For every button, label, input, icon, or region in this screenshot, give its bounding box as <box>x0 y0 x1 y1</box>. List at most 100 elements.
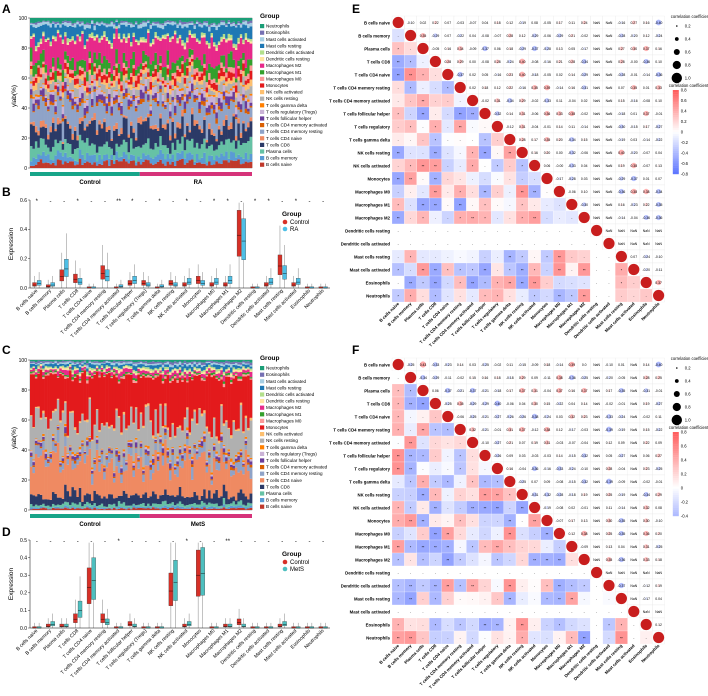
y-axis-label: Expression <box>8 568 15 601</box>
stack-segment <box>120 71 123 82</box>
stack-segment <box>242 163 245 168</box>
stack-segment <box>220 111 224 132</box>
stack-segment <box>86 87 89 93</box>
stack-segment <box>200 84 204 88</box>
stack-segment <box>237 154 241 160</box>
stack-segment <box>105 131 109 142</box>
stack-segment <box>142 370 145 373</box>
stack-segment <box>34 49 38 52</box>
stack-segment <box>147 101 150 114</box>
stack-segment <box>120 24 123 39</box>
stack-segment <box>132 470 136 477</box>
stack-segment <box>230 26 233 35</box>
stack-segment <box>249 39 253 42</box>
stack-segment <box>34 364 38 365</box>
stack-segment <box>161 101 165 104</box>
stack-segment <box>95 59 99 69</box>
stack-segment <box>103 496 106 507</box>
stack-segment <box>159 364 163 368</box>
stack-segment <box>161 443 165 447</box>
stack-segment <box>239 58 243 70</box>
stack-segment <box>188 449 192 453</box>
stack-segment <box>105 467 109 499</box>
stack-segment <box>178 427 182 446</box>
stack-segment <box>81 453 84 502</box>
stack-segment <box>166 364 170 368</box>
stack-segment <box>134 375 138 379</box>
stack-segment <box>86 27 89 40</box>
stack-segment <box>90 473 94 475</box>
stack-segment <box>103 374 106 376</box>
stack-segment <box>105 507 109 509</box>
stack-segment <box>225 452 228 455</box>
legend-swatch <box>260 478 265 483</box>
stack-segment <box>69 508 72 510</box>
stack-segment <box>227 138 231 159</box>
stack-segment <box>149 365 153 369</box>
corr-circle <box>557 33 562 38</box>
stack-segment <box>239 85 243 95</box>
stack-segment <box>239 156 243 165</box>
stack-segment <box>139 367 143 369</box>
stack-segment <box>139 503 143 507</box>
stack-segment <box>144 447 148 450</box>
stack-segment <box>234 504 238 507</box>
stack-segment <box>166 33 170 35</box>
stack-segment <box>217 461 221 464</box>
stack-segment <box>178 454 182 467</box>
stack-segment <box>76 88 80 97</box>
stack-segment <box>176 18 180 24</box>
y-tick-label: 20 <box>21 136 27 142</box>
stack-segment <box>203 120 206 139</box>
stack-segment <box>137 117 141 123</box>
stack-segment <box>44 449 48 452</box>
stack-segment <box>49 453 53 455</box>
stack-segment <box>108 26 111 41</box>
stack-segment <box>215 377 219 379</box>
stack-segment <box>169 40 172 43</box>
stack-segment <box>195 423 199 425</box>
stack-segment <box>181 365 184 367</box>
stack-segment <box>125 470 128 494</box>
stack-segment <box>78 378 82 381</box>
stack-segment <box>188 434 192 447</box>
stack-segment <box>249 26 253 40</box>
stack-segment <box>208 84 211 89</box>
stack-segment <box>115 366 119 369</box>
stack-segment <box>95 35 99 38</box>
stack-segment <box>88 363 92 368</box>
stack-segment <box>69 60 72 70</box>
stack-segment <box>222 160 226 168</box>
stack-segment <box>232 496 236 502</box>
stack-segment <box>93 30 97 37</box>
stack-segment <box>159 504 163 508</box>
corr-value: 0.16 <box>444 47 451 51</box>
stack-segment <box>234 160 238 168</box>
stack-segment <box>239 37 243 59</box>
stack-segment <box>47 75 50 81</box>
stack-segment <box>149 106 153 111</box>
stack-segment <box>191 18 194 22</box>
stack-segment <box>244 363 248 365</box>
stack-segment <box>42 436 45 440</box>
stack-segment <box>125 80 128 83</box>
stack-segment <box>200 441 204 447</box>
stack-segment <box>215 102 219 105</box>
sig-mark: * <box>447 86 449 90</box>
stack-segment <box>191 479 194 498</box>
stack-segment <box>44 451 48 454</box>
stack-segment <box>81 154 84 165</box>
stack-segment <box>42 410 45 414</box>
stack-segment <box>59 460 63 462</box>
stack-segment <box>127 18 131 23</box>
stack-segment <box>227 96 231 106</box>
stack-segment <box>220 153 224 164</box>
stack-segment <box>34 364 38 370</box>
stack-segment <box>208 366 211 369</box>
corr-value: 0.15 <box>618 99 625 103</box>
stack-segment <box>217 371 221 374</box>
corr-circle <box>557 59 561 64</box>
stack-segment <box>115 28 119 29</box>
stack-segment <box>32 507 36 509</box>
